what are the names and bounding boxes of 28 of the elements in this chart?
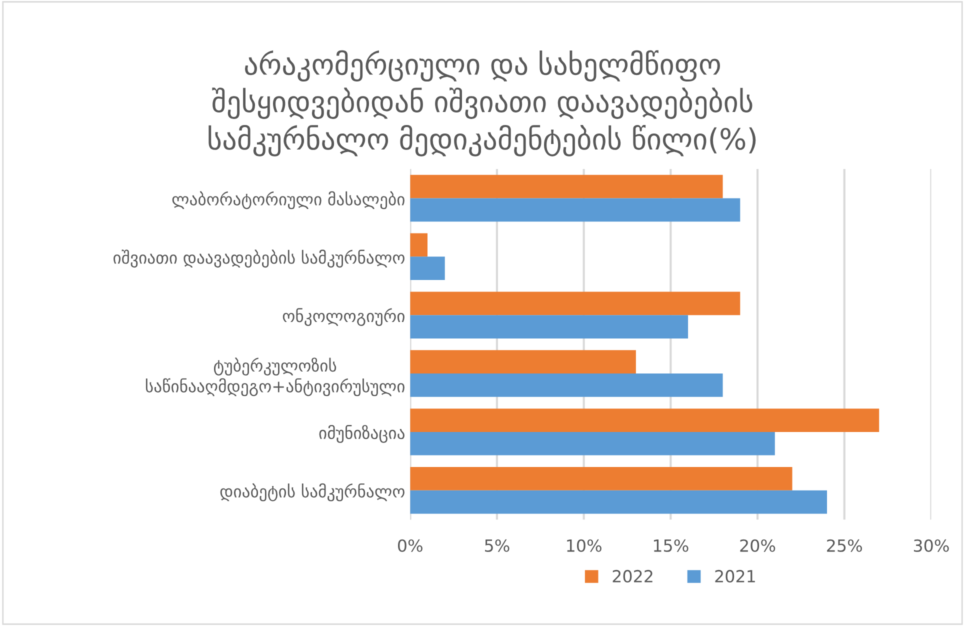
y-tick-label: ლაბორატორიული მასალები (172, 191, 404, 210)
x-tick-label: 0% (398, 539, 422, 552)
bar (410, 174, 723, 198)
bar (410, 466, 792, 490)
legend-label: 2022 (612, 570, 652, 583)
y-tick-label: იმუნიზაცია (319, 424, 404, 443)
y-tick-label: დიაბეტის სამკურნალო (220, 483, 404, 502)
x-tick-label: 15% (654, 539, 688, 552)
x-tick-label: 5% (485, 539, 510, 552)
bar (410, 256, 445, 280)
x-tick-label: 30% (914, 539, 949, 552)
bar (410, 432, 775, 456)
x-tick-label: 10% (567, 539, 602, 552)
chart-title: არაკომერციული და სახელმწიფო შესყიდვებიდან იშვიათი დაავადებების სამკურნალო მედიკამენტების წილი(%) (208, 50, 756, 156)
bar (410, 315, 688, 338)
legend-label: 2021 (715, 570, 755, 583)
y-tick-label: იშვიათი დაავადებების სამკურნალო (114, 250, 404, 268)
bar (410, 408, 880, 432)
y-tick-label: ონკოლოგიური (282, 308, 404, 326)
bar (410, 350, 636, 374)
bar (410, 292, 740, 316)
bar (410, 490, 828, 514)
bar (410, 233, 428, 257)
bar (410, 374, 723, 397)
x-tick-label: 25% (827, 539, 862, 552)
bar (410, 198, 740, 222)
y-tick-label: ტუბერკულოზის საწინააღმდეგო+ანტივირუსული (146, 358, 404, 396)
x-tick-label: 20% (740, 539, 776, 552)
